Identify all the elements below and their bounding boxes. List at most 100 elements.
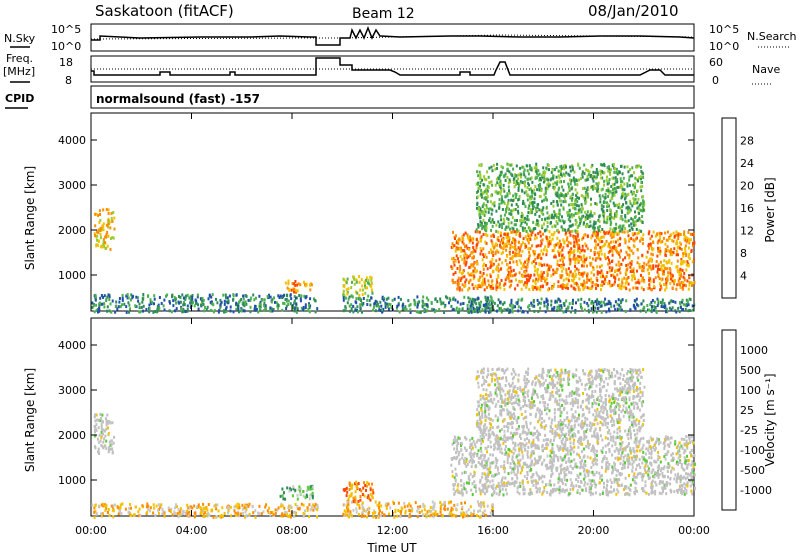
scatter-cell — [288, 487, 291, 491]
scatter-cell — [263, 301, 266, 305]
scatter-cell — [229, 505, 232, 509]
scatter-cell — [693, 303, 696, 307]
scatter-cell — [546, 306, 549, 310]
scatter-cell — [572, 202, 575, 206]
scatter-cell — [474, 270, 477, 274]
scatter-cell — [683, 251, 686, 255]
scatter-cell — [99, 439, 102, 443]
scatter-cell — [676, 246, 679, 250]
scatter-cell — [520, 218, 523, 222]
scatter-cell — [572, 234, 575, 238]
scatter-cell — [354, 490, 357, 494]
scatter-cell — [547, 268, 550, 272]
scatter-cell — [112, 507, 115, 511]
scatter-cell — [298, 294, 301, 297]
scatter-cell — [366, 496, 369, 500]
scatter-cell — [483, 280, 486, 284]
scatter-cell — [678, 310, 681, 314]
scatter-cell — [97, 240, 100, 243]
scatter-cell — [669, 271, 672, 275]
scatter-cell — [357, 482, 360, 485]
scatter-cell — [502, 238, 505, 242]
scatter-cell — [471, 251, 474, 255]
scatter-cell — [561, 269, 564, 273]
scatter-cell — [350, 500, 353, 504]
scatter-cell — [519, 458, 522, 462]
scatter-cell — [604, 196, 607, 200]
scatter-cell — [452, 272, 455, 276]
scatter-cell — [128, 303, 131, 307]
scatter-cell — [518, 232, 521, 235]
scatter-cell — [509, 227, 511, 231]
scatter-cell — [170, 310, 173, 314]
scatter-cell — [293, 287, 296, 291]
scatter-cell — [117, 512, 120, 516]
scatter-cell — [218, 308, 221, 312]
scatter-cell — [543, 301, 546, 305]
station-title: Saskatoon (fitACF) — [95, 2, 234, 20]
scatter-cell — [642, 265, 645, 269]
scatter-cell — [97, 441, 100, 445]
scatter-cell — [649, 244, 652, 248]
scatter-cell — [246, 503, 249, 507]
scatter-cell — [532, 249, 535, 253]
scatter-cell — [578, 441, 581, 445]
scatter-cell — [524, 228, 527, 232]
scatter-cell — [145, 308, 148, 311]
scatter-cell — [93, 510, 96, 514]
scatter-cell — [614, 275, 617, 279]
scatter-cell — [309, 508, 312, 512]
scatter-cell — [515, 164, 518, 168]
scatter-cell — [682, 252, 685, 256]
scatter-cell — [687, 255, 690, 259]
scatter-cell — [507, 221, 510, 225]
scatter-cell — [216, 301, 219, 305]
scatter-cell — [107, 420, 110, 423]
scatter-cell — [312, 508, 315, 512]
scatter-cell — [614, 280, 616, 284]
scatter-cell — [561, 185, 564, 189]
scatter-cell — [375, 303, 378, 307]
scatter-cell — [491, 283, 494, 287]
scatter-cell — [601, 208, 604, 212]
scatter-cell — [259, 305, 262, 309]
scatter-cell — [543, 222, 545, 226]
scatter-cell — [642, 487, 645, 490]
scatter-cell — [365, 276, 368, 280]
scatter-cell — [467, 236, 469, 240]
scatter-cell — [609, 190, 612, 194]
scatter-cell — [588, 478, 591, 482]
scatter-cell — [681, 298, 684, 302]
scatter-cell — [634, 223, 637, 227]
scatter-cell — [581, 215, 583, 219]
scatter-cell — [182, 303, 185, 307]
scatter-cell — [369, 275, 372, 279]
scatter-cell — [536, 268, 539, 272]
scatter-cell — [566, 273, 569, 276]
scatter-cell — [608, 191, 611, 195]
scatter-cell — [568, 173, 571, 177]
scatter-cell — [503, 470, 506, 474]
scatter-cell — [631, 166, 634, 170]
scatter-cell — [537, 224, 540, 228]
scatter-cell — [423, 302, 426, 306]
scatter-cell — [371, 282, 373, 285]
scatter-cell — [612, 235, 615, 239]
scatter-cell — [535, 277, 538, 281]
scatter-cell — [527, 260, 530, 264]
scatter-cell — [475, 191, 478, 194]
scatter-cell — [476, 201, 479, 205]
scatter-cell — [630, 174, 633, 178]
scatter-cell — [596, 265, 599, 269]
scatter-cell — [467, 508, 470, 512]
scatter-cell — [404, 305, 407, 309]
scatter-cell — [480, 238, 483, 242]
scatter-cell — [495, 288, 498, 292]
scatter-cell — [294, 296, 297, 300]
scatter-cell — [650, 259, 653, 263]
scatter-cell — [241, 503, 244, 507]
scatter-cell — [512, 199, 514, 203]
scatter-cell — [106, 244, 109, 248]
scatter-cell — [554, 300, 557, 304]
